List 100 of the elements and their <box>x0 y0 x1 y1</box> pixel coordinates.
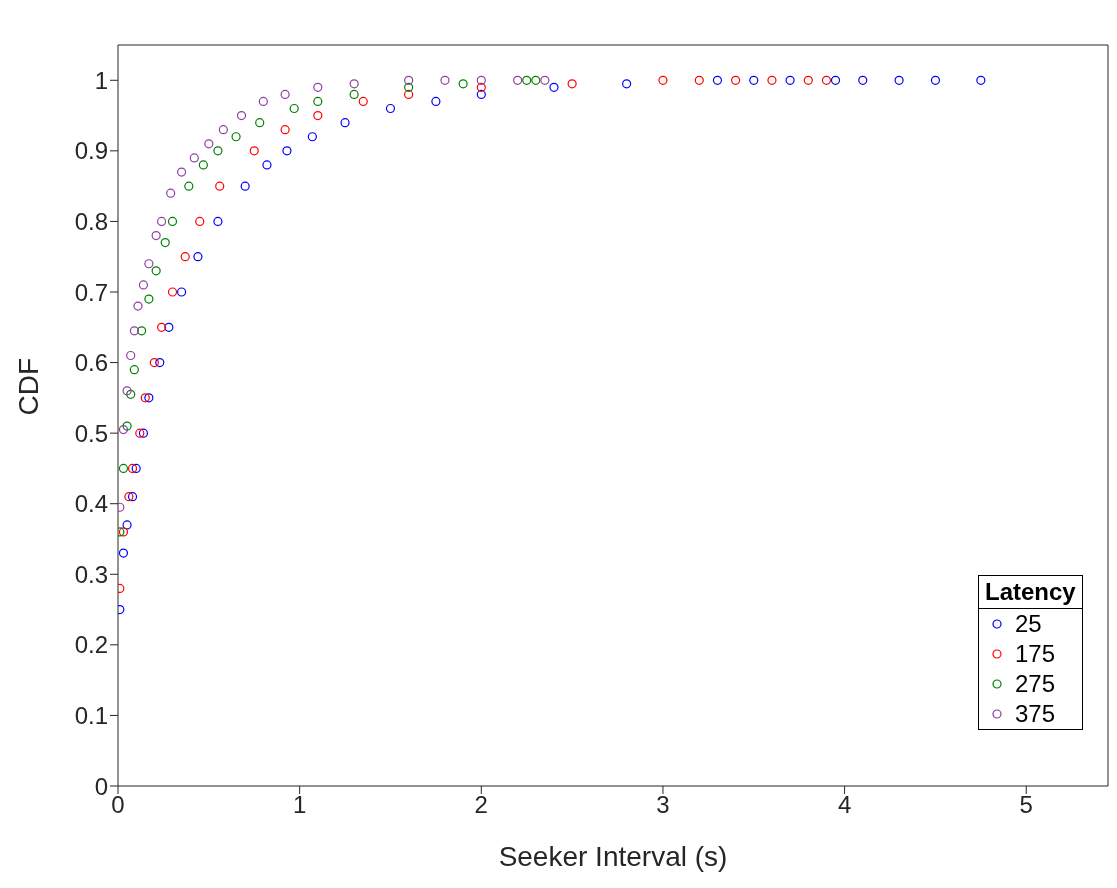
point <box>129 365 139 375</box>
point <box>133 301 143 311</box>
point <box>694 75 704 85</box>
point <box>240 181 250 191</box>
legend-title: Latency <box>979 576 1082 609</box>
point <box>127 492 138 502</box>
point <box>404 89 414 99</box>
y-tick-label: 0.2 <box>74 631 108 659</box>
point <box>137 326 147 336</box>
point <box>164 322 174 332</box>
point <box>385 103 396 114</box>
point <box>151 230 161 241</box>
point <box>155 357 165 368</box>
point <box>138 428 149 438</box>
point <box>129 326 139 336</box>
y-tick-label: 0.9 <box>74 137 108 165</box>
point <box>126 350 136 361</box>
point <box>144 294 154 304</box>
y-tick-label: 0.7 <box>74 278 108 306</box>
point <box>513 75 523 85</box>
point <box>349 89 359 99</box>
point <box>127 463 138 474</box>
y-tick-label: 0.5 <box>74 419 108 447</box>
point <box>140 393 150 403</box>
point <box>549 82 559 92</box>
point <box>189 153 199 163</box>
point <box>118 463 129 474</box>
point <box>231 132 241 142</box>
point <box>658 75 668 85</box>
y-tick-label: 0.1 <box>74 701 108 729</box>
point <box>215 181 225 191</box>
x-tick-label: 2 <box>474 791 488 819</box>
point <box>830 75 841 85</box>
point <box>280 125 290 135</box>
y-tick-label: 0.4 <box>74 490 108 518</box>
legend-label: 25 <box>1015 610 1042 638</box>
point <box>731 75 741 85</box>
point <box>976 75 986 85</box>
point <box>157 216 167 227</box>
point <box>476 75 486 85</box>
point <box>122 520 132 530</box>
x-tick-label: 5 <box>1019 791 1033 819</box>
point <box>313 82 323 92</box>
point <box>176 167 187 177</box>
point <box>622 79 632 89</box>
point <box>118 425 129 435</box>
point <box>193 252 203 262</box>
point <box>821 75 832 85</box>
point <box>167 287 178 297</box>
point <box>118 548 129 558</box>
point <box>431 96 441 107</box>
point <box>313 96 323 107</box>
legend-label: 375 <box>1015 700 1056 728</box>
point <box>157 322 167 332</box>
point <box>144 393 154 403</box>
point <box>858 75 868 85</box>
point <box>126 389 136 399</box>
point <box>289 103 299 114</box>
point <box>249 146 259 156</box>
point <box>404 75 414 85</box>
point <box>280 89 290 99</box>
point <box>213 216 223 227</box>
point <box>149 357 159 368</box>
point <box>144 259 154 269</box>
point <box>258 96 268 107</box>
point <box>184 181 194 191</box>
point <box>167 216 178 227</box>
point <box>151 266 161 276</box>
point <box>135 428 145 438</box>
point <box>176 287 187 297</box>
point <box>262 160 272 170</box>
point <box>440 75 450 85</box>
point <box>118 527 129 537</box>
x-tick-label: 0 <box>111 791 125 819</box>
point <box>803 75 813 85</box>
legend-label: 275 <box>1015 670 1056 698</box>
point <box>131 463 141 474</box>
point <box>749 75 759 85</box>
point <box>404 82 414 92</box>
point <box>198 160 208 170</box>
x-tick-label: 3 <box>656 791 670 819</box>
point <box>712 75 723 85</box>
point <box>567 79 577 89</box>
point <box>122 386 132 396</box>
point <box>540 75 550 85</box>
point <box>767 75 777 85</box>
point <box>138 280 149 290</box>
point <box>122 421 132 431</box>
y-tick-label: 0.8 <box>74 207 108 235</box>
point <box>166 188 176 198</box>
point <box>340 118 350 128</box>
point <box>204 139 214 149</box>
y-tick-label: 0.6 <box>74 349 108 377</box>
y-tick-label: 0 <box>94 772 108 800</box>
point <box>160 238 170 248</box>
point <box>358 96 368 107</box>
point <box>313 110 323 121</box>
point <box>236 110 247 121</box>
point <box>894 75 904 85</box>
x-tick-label: 4 <box>837 791 852 819</box>
